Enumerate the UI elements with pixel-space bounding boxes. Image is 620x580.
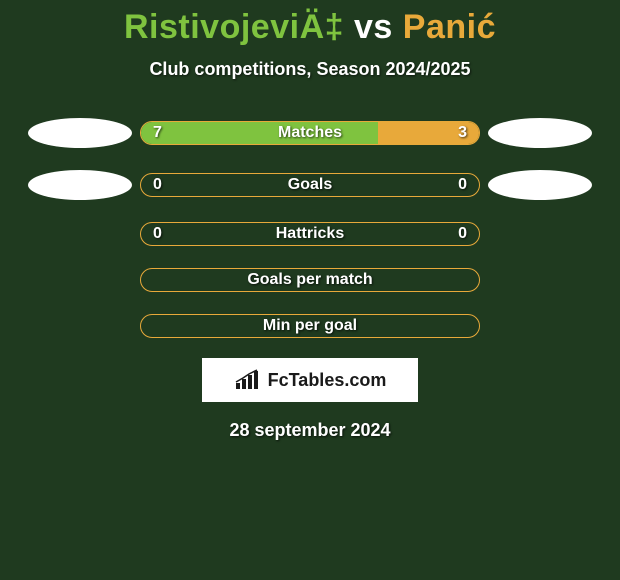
player2-oval — [488, 118, 592, 148]
stat-row: 00Goals — [0, 170, 620, 200]
brand-chart-icon — [234, 369, 262, 391]
player1-oval — [28, 170, 132, 200]
brand-badge: FcTables.com — [202, 358, 418, 402]
stat-label: Min per goal — [141, 317, 479, 335]
stat-bar: 00Goals — [140, 173, 480, 197]
stat-row: Goals per match — [0, 268, 620, 292]
stat-bar: 73Matches — [140, 121, 480, 145]
brand-text: FcTables.com — [268, 370, 387, 391]
left-side — [20, 118, 140, 148]
left-side — [20, 170, 140, 200]
comparison-card: RistivojeviÄ‡ vs Panić Club competitions… — [0, 0, 620, 580]
right-side — [480, 118, 600, 148]
player2-name: Panić — [403, 8, 496, 46]
page-title: RistivojeviÄ‡ vs Panić — [0, 0, 620, 47]
stat-bar: Min per goal — [140, 314, 480, 338]
date-label: 28 september 2024 — [0, 420, 620, 441]
stats-rows: 73Matches 00Goals 00Hattricks Goals per mat… — [0, 118, 620, 338]
player2-oval — [488, 170, 592, 200]
stat-bar: Goals per match — [140, 268, 480, 292]
stat-bar: 00Hattricks — [140, 222, 480, 246]
subtitle: Club competitions, Season 2024/2025 — [0, 59, 620, 80]
stat-label: Goals — [141, 176, 479, 194]
stat-label: Goals per match — [141, 271, 479, 289]
stat-row: 00Hattricks — [0, 222, 620, 246]
player1-name: RistivojeviÄ‡ — [124, 8, 344, 46]
player1-oval — [28, 118, 132, 148]
stat-label: Matches — [141, 124, 479, 142]
right-side — [480, 170, 600, 200]
stat-row: 73Matches — [0, 118, 620, 148]
stat-row: Min per goal — [0, 314, 620, 338]
title-vs: vs — [354, 8, 393, 46]
stat-label: Hattricks — [141, 225, 479, 243]
